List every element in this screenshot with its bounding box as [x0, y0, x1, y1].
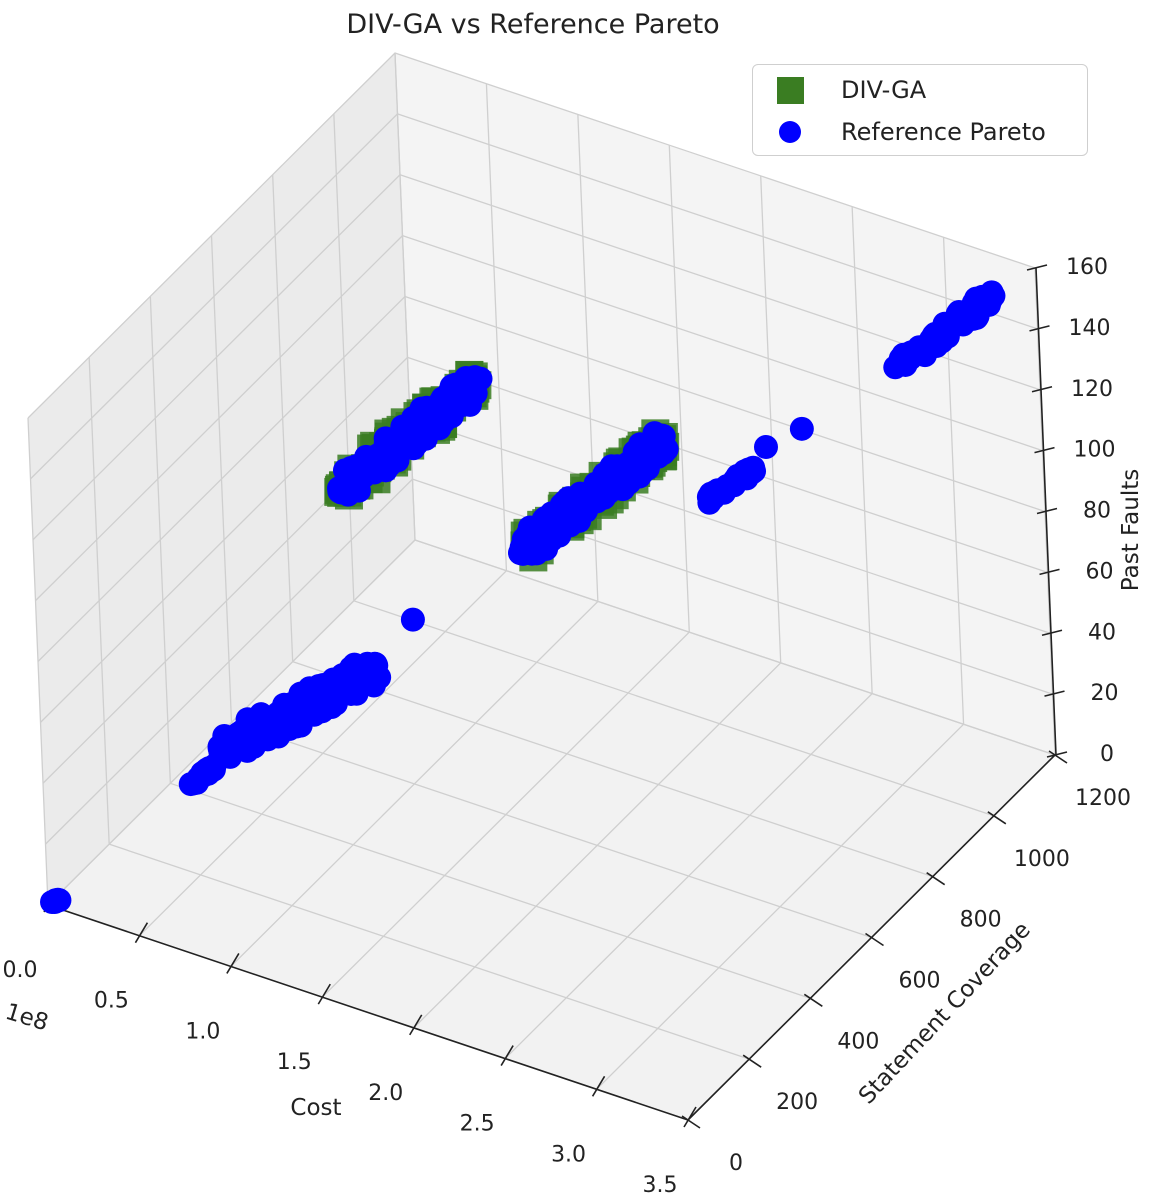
z-tick-label: 160 — [1066, 255, 1108, 280]
axes: 0.00.51.01.52.02.53.03.50200400600800100… — [3, 255, 1132, 1194]
grid-line-z — [47, 539, 1056, 906]
z-tick — [1046, 751, 1068, 758]
reference-pareto-point — [651, 424, 676, 449]
circle-marker-icon — [779, 121, 801, 143]
grid-line-z — [40, 356, 1048, 723]
reference-pareto-point — [573, 492, 598, 517]
reference-pareto-point — [592, 483, 617, 508]
reference-pareto-point — [406, 429, 431, 454]
x-tick-label: 0.5 — [94, 989, 129, 1014]
x-tick — [226, 953, 240, 974]
reference-pareto-point — [366, 443, 391, 468]
chart-title: DIV-GA vs Reference Pareto — [346, 9, 719, 40]
z-tick-label: 100 — [1074, 438, 1116, 463]
y-tick-label: 200 — [776, 1090, 818, 1115]
axis-panes — [28, 53, 1055, 1120]
reference-pareto-point — [725, 463, 750, 488]
reference-pareto-point — [45, 887, 70, 912]
reference-pareto-point — [929, 329, 954, 354]
x-tick-label: 2.5 — [460, 1112, 495, 1137]
reference-pareto-point — [213, 737, 238, 762]
square-marker-icon — [776, 76, 804, 104]
x-tick — [317, 983, 331, 1005]
legend-label: DIV-GA — [841, 76, 927, 104]
legend-item-div-ga: DIV-GA — [775, 73, 926, 107]
z-tick — [1036, 507, 1058, 515]
y-tick — [681, 1115, 701, 1129]
x-tick-label: 1.5 — [277, 1050, 312, 1075]
legend: DIV-GA Reference Pareto — [752, 64, 1088, 156]
z-tick — [1039, 568, 1060, 576]
reference-pareto-point — [390, 414, 415, 439]
reference-pareto-point — [422, 414, 447, 439]
x-tick-label: 3.0 — [551, 1142, 586, 1167]
reference-pareto-point — [190, 761, 215, 786]
reference-pareto-point — [970, 284, 995, 309]
y-tick — [1048, 750, 1068, 764]
reference-pareto-point — [400, 607, 425, 632]
x-tick-label: 2.0 — [368, 1081, 403, 1106]
y-tick — [803, 993, 823, 1007]
x-axis-label: Cost — [290, 1095, 341, 1121]
y-axis-label: Statement Coverage — [854, 917, 1036, 1109]
y-tick — [742, 1054, 762, 1068]
reference-pareto-point — [789, 416, 814, 441]
grid-line-z — [37, 295, 1046, 662]
z-tick-label: 80 — [1083, 499, 1111, 524]
data-marks — [40, 280, 1006, 915]
grid-line-z — [30, 113, 1038, 480]
y-tick — [987, 811, 1007, 825]
z-tick-label: 0 — [1100, 742, 1114, 767]
grid-line-z — [35, 234, 1043, 602]
legend-label: Reference Pareto — [841, 118, 1046, 146]
x-tick — [500, 1045, 514, 1066]
z-tick — [1044, 690, 1065, 697]
reference-pareto-point — [634, 443, 659, 468]
reference-pareto-point — [517, 530, 542, 555]
reference-pareto-point — [289, 694, 314, 719]
z-tick — [1029, 325, 1050, 332]
z-tick-label: 40 — [1088, 620, 1116, 645]
x-tick-label: 1.0 — [185, 1019, 220, 1044]
reference-pareto-point — [753, 434, 778, 459]
reference-pareto-point — [342, 652, 367, 677]
reference-pareto-point — [340, 681, 365, 706]
x-axis-line — [47, 904, 689, 1121]
z-tick — [1041, 629, 1063, 637]
y-tick-label: 600 — [899, 969, 941, 994]
grid-line-z — [27, 52, 1036, 419]
reference-pareto-point — [452, 387, 477, 412]
z-tick — [1026, 264, 1048, 271]
reference-pareto-point — [316, 683, 341, 708]
reference-pareto-point — [326, 476, 351, 501]
z-tick — [1034, 446, 1055, 454]
x-offset-label: 1e8 — [2, 999, 51, 1037]
grid-line-z — [45, 478, 1053, 845]
z-tick-label: 20 — [1091, 681, 1119, 706]
reference-pareto-point — [945, 301, 970, 326]
reference-pareto-point — [907, 336, 932, 361]
y-tick-label: 0 — [729, 1151, 743, 1176]
y-tick-label: 1000 — [1014, 847, 1070, 872]
y-tick-label: 400 — [837, 1029, 879, 1054]
grid-line-z — [32, 174, 1041, 541]
legend-item-reference-pareto: Reference Pareto — [775, 115, 1046, 149]
reference-pareto-point — [244, 717, 269, 742]
x-tick-label: 0.0 — [3, 958, 38, 983]
z-axis-label: Past Faults — [1118, 469, 1144, 591]
z-tick — [1031, 385, 1053, 393]
x-tick-label: 3.5 — [643, 1173, 678, 1194]
x-tick — [409, 1014, 423, 1036]
y-tick — [865, 932, 884, 947]
x-tick — [134, 922, 149, 944]
z-tick-label: 140 — [1069, 316, 1111, 341]
z-tick-label: 120 — [1071, 377, 1113, 402]
y-tick — [926, 872, 946, 886]
y-tick-label: 1200 — [1075, 786, 1131, 811]
x-tick — [591, 1075, 606, 1097]
z-tick-label: 60 — [1086, 559, 1114, 584]
y-tick-label: 800 — [960, 908, 1002, 933]
